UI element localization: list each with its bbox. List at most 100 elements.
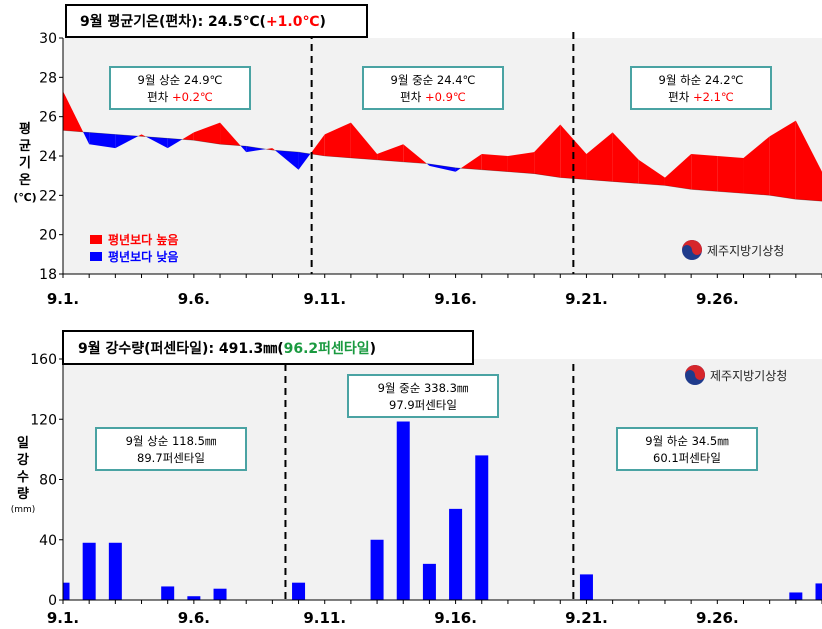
precip-dekad-1-line2: 89.7퍼센타일: [137, 451, 205, 465]
temp-dekad-2-dev-value: +0.9℃: [425, 90, 466, 104]
precipitation-title-box: [62, 330, 474, 365]
temperature-title-suffix: ): [319, 14, 325, 30]
temperature-deviation-segment: [182, 132, 194, 141]
legend-label-above: 평년보다 높음: [108, 232, 178, 247]
precip-dekad-2-line1: 9월 중순 338.3㎜: [378, 381, 469, 395]
temperature-deviation-segment: [240, 145, 247, 153]
temperature-deviation-segment: [145, 136, 168, 149]
precip-ylabel-char: 일: [17, 436, 29, 451]
precip-ylabel-char: 강: [17, 452, 29, 468]
temperature-deviation-areas: [62, 91, 822, 202]
precipitation-bar: [422, 563, 436, 600]
temperature-deviation-segment: [138, 134, 142, 137]
temperature-deviation-segment: [141, 134, 146, 137]
precipitation-bars: [63, 421, 822, 600]
precipitation-x-tick-label: 9.6.: [178, 609, 210, 627]
temp-dekad-3-dev-value: +2.1℃: [693, 90, 734, 104]
temp-dekad-3-line1: 9월 하순 24.2℃: [659, 73, 744, 87]
temperature-title: 9월 평균기온(편차): 24.5℃(+1.0℃): [65, 4, 368, 38]
precipitation-title-suffix: ): [370, 341, 376, 357]
temperature-deviation-segment: [743, 136, 770, 196]
temperature-deviation-segment: [220, 122, 241, 146]
precipitation-bar: [213, 588, 227, 600]
precipitation-bar: [789, 592, 803, 600]
temp-dekad-2-line1: 9월 중순 24.4℃: [391, 73, 476, 87]
precipitation-bar: [370, 539, 384, 600]
temperature-x-tick-label: 9.11.: [303, 290, 346, 308]
precipitation-title-prefix: 9월 강수량(퍼센타일): 491.3㎜(: [78, 340, 284, 357]
temp-dekad-2-dev-label: 편차: [400, 90, 425, 104]
precipitation-bar: [187, 596, 201, 600]
precipitation-x-tick-label: 9.11.: [303, 609, 346, 627]
temperature-dekad-dividers: [310, 32, 575, 274]
temperature-x-tick-label: 9.1.: [47, 290, 79, 308]
temperature-normal-line: [62, 130, 822, 202]
temperature-x-tick-label: 9.26.: [696, 290, 739, 308]
temperature-deviation-segment: [246, 146, 266, 153]
temperature-title-prefix: 9월 평균기온(편차): 24.5℃(: [80, 13, 266, 30]
precipitation-x-tick-label: 9.1.: [47, 609, 79, 627]
kma-logo-text: 제주지방기상청: [710, 369, 787, 383]
temp-dekad-2-line2: 편차 +0.9℃: [400, 90, 466, 104]
temperature-deviation-segment: [89, 132, 116, 149]
legend-swatch-above: [90, 235, 102, 244]
precipitation-title-percentile: 96.2퍼센타일: [284, 341, 370, 357]
temperature-deviation-segment: [377, 144, 404, 162]
kma-logo: 제주지방기상청: [682, 240, 784, 260]
precip-dekad-2-line2: 97.9퍼센타일: [389, 398, 457, 412]
precipitation-x-tick-label: 9.21.: [565, 609, 608, 627]
precipitation-x-ticks: 9.1. 9.6. 9.11. 9.16. 9.21. 9.26.: [47, 600, 822, 627]
temperature-y-tick-label: 30: [39, 31, 57, 47]
precipitation-bar: [63, 582, 70, 600]
temperature-y-tick-label: 26: [39, 110, 57, 126]
temperature-deviation-segment: [664, 154, 692, 190]
precip-dekad-box-3: 9월 하순 34.5㎜ 60.1퍼센타일: [616, 427, 758, 471]
temperature-deviation-segment: [769, 120, 796, 200]
temperature-y-tick-label: 18: [39, 267, 57, 283]
temperature-deviation-segment: [534, 124, 561, 178]
temp-dekad-box-2: 9월 중순 24.4℃ 편차 +0.9℃: [362, 66, 504, 110]
temperature-deviation-segment: [691, 154, 718, 192]
temperature-deviation-segment: [481, 154, 508, 172]
precipitation-bar: [161, 586, 175, 600]
temperature-deviation-segment: [167, 138, 183, 149]
temperature-deviation-segment: [298, 152, 311, 170]
temperature-deviation-segment: [324, 122, 351, 158]
temperature-deviation-segment: [403, 144, 427, 164]
temperature-y-tick-label: 24: [39, 149, 57, 165]
temp-dekad-3-dev-label: 편차: [668, 90, 693, 104]
temperature-legend: 평년보다 높음 평년보다 낮음: [90, 232, 178, 264]
precipitation-y-ticks: 0 40 80 120 160: [30, 352, 63, 609]
temperature-deviation-segment: [310, 134, 325, 156]
temperature-deviation-segment: [507, 152, 535, 174]
temperature-y-tick-label: 22: [39, 188, 57, 204]
temperature-deviation-segment: [265, 148, 273, 151]
precipitation-y-tick-label: 80: [39, 473, 57, 489]
temperature-y-ticks: 18 20 22 24 26 28 30: [39, 31, 63, 283]
precipitation-bar: [396, 421, 410, 600]
temperature-y-tick-label: 20: [39, 228, 57, 244]
temperature-deviation-segment: [455, 167, 461, 172]
temp-ylabel-char: 평: [19, 121, 31, 137]
precipitation-bar: [475, 455, 489, 600]
temp-ylabel-char: 균: [19, 139, 31, 154]
temp-dekad-3-line2: 편차 +2.1℃: [668, 90, 734, 104]
temperature-y-tick-label: 28: [39, 70, 57, 86]
precipitation-bar: [579, 574, 593, 600]
precipitation-chart: 0 40 80 120 160 9.1. 9.6. 9.11. 9.16. 9.21. 9.26.…: [11, 330, 822, 627]
temperature-deviation-segment: [460, 154, 482, 170]
temperature-deviation-segment: [350, 122, 378, 160]
precipitation-bar: [815, 583, 822, 600]
precipitation-bar: [449, 508, 463, 600]
temp-ylabel-char: 기: [19, 156, 31, 171]
precipitation-bar: [108, 542, 122, 600]
legend-label-below: 평년보다 낮음: [108, 249, 178, 264]
precip-dekad-box-2: 9월 중순 338.3㎜ 97.9퍼센타일: [347, 374, 499, 418]
precipitation-bar: [292, 582, 306, 600]
temperature-deviation-segment: [115, 134, 139, 149]
precipitation-title-text: 9월 강수량(퍼센타일): 491.3㎜(96.2퍼센타일): [78, 340, 376, 357]
temperature-deviation-segment: [272, 148, 275, 151]
precipitation-y-axis-label: 일 강 수 량 (mm): [11, 436, 36, 515]
